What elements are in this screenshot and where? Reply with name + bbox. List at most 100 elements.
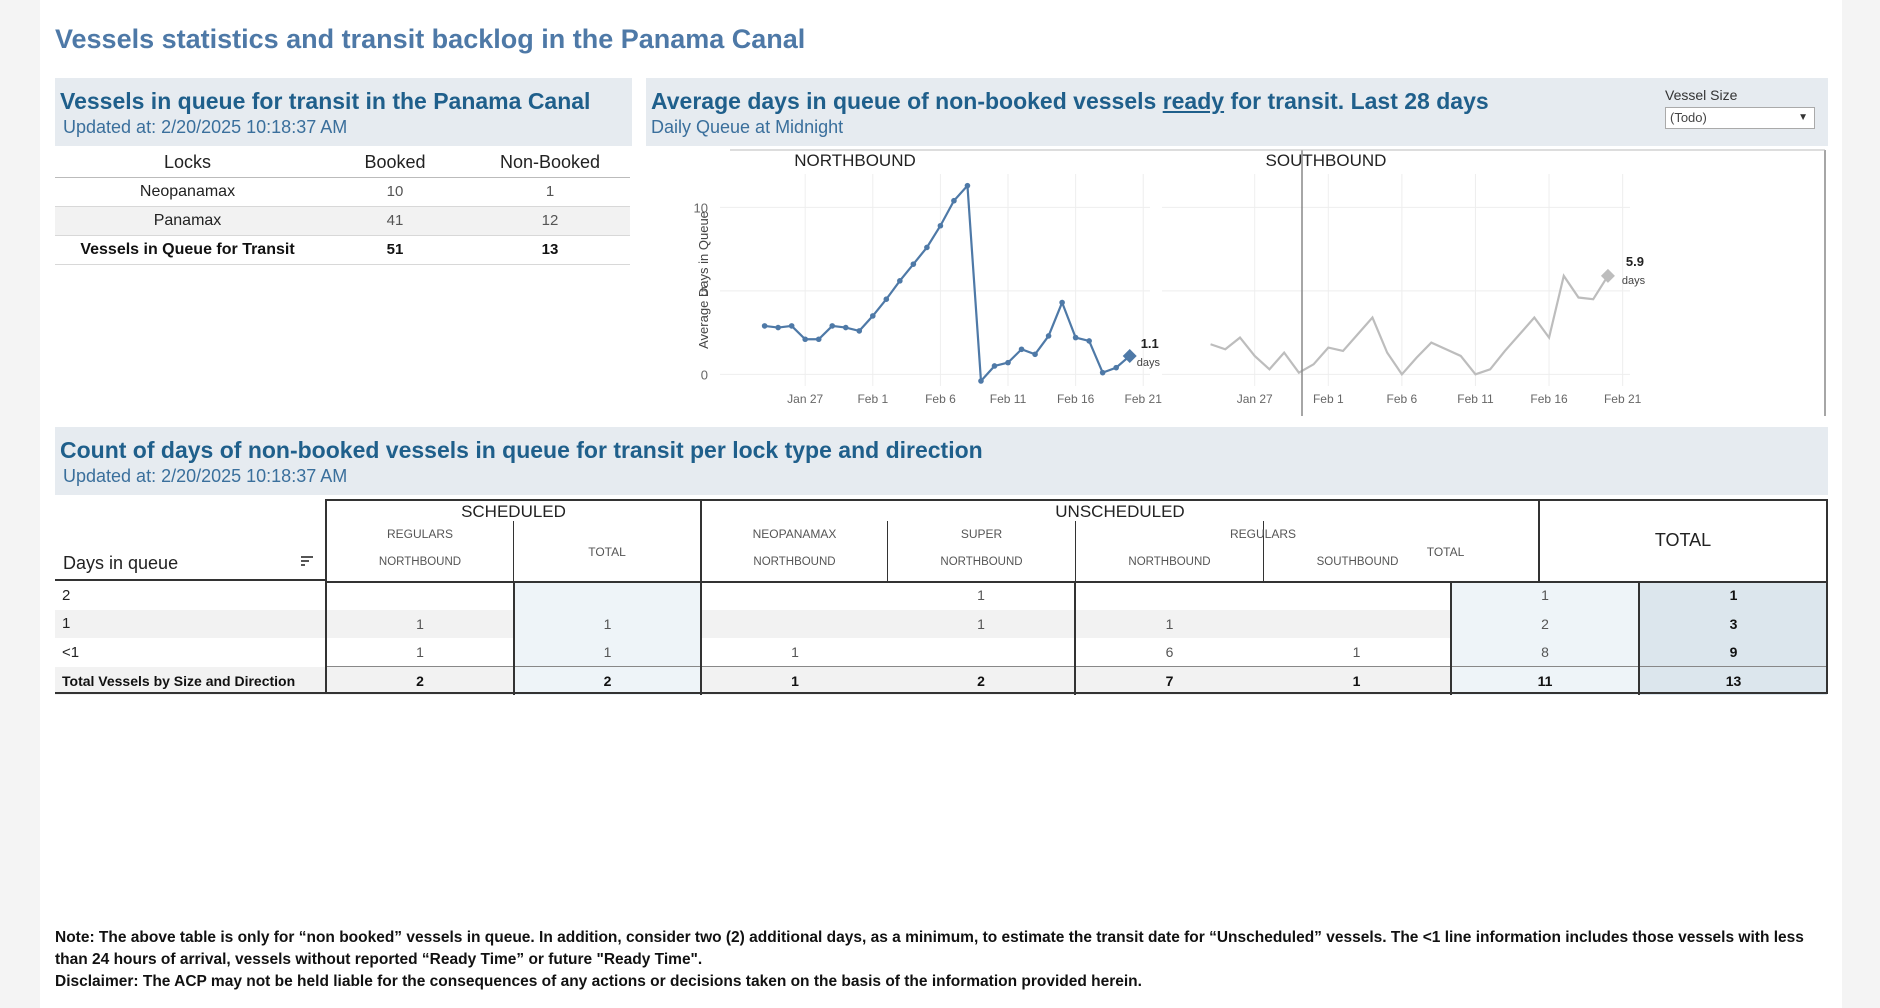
cell-u-neopanamax-north: 1 [700,638,888,667]
data-point [788,323,795,329]
cell-u-super-north: 1 [888,609,1075,638]
data-point [951,197,957,204]
data-point [775,324,781,331]
cell-u-super-north: 1 [888,581,1075,610]
avg-panel-header: Average days in queue of non-booked vess… [646,78,1828,146]
cell-u-neopanamax-north [700,581,888,610]
cell-u-super-north: 2 [888,666,1075,695]
panel-header-label: SOUTHBOUND [1266,151,1387,170]
vessel-size-dropdown[interactable]: (Todo) ▼ [1665,107,1815,129]
end-marker [1122,348,1137,363]
cell-s-total [513,581,701,610]
vessel-size-label: Vessel Size [1665,87,1738,103]
data-point [964,182,971,189]
x-tick-label: Feb 1 [857,392,888,406]
table-row-total: Vessels in Queue for Transit 51 13 [55,235,630,265]
grand-total-header: TOTAL [1654,530,1712,550]
u-super-header: SUPER [960,527,1003,541]
data-point [1005,359,1011,366]
row-label: 1 [55,609,327,638]
x-tick-label: Feb 1 [1313,392,1344,406]
avg-panel-title: Average days in queue of non-booked vess… [651,88,1489,115]
x-tick-label: Jan 27 [1237,392,1273,406]
disclaimer-paragraph: Disclaimer: The ACP may not be held liab… [55,973,1142,990]
x-tick-label: Jan 27 [787,392,823,406]
days-in-queue-header: Days in queue [63,553,179,573]
data-point [991,363,998,369]
row-label: <1 [62,643,80,661]
count-panel-updated: Updated at: 2/20/2025 10:18:37 AM [63,466,348,486]
divider [55,579,327,581]
cell-u-regulars-south [1263,609,1451,638]
x-tick-label: Feb 16 [1057,392,1095,406]
queue-table-header: Locks Booked Non-Booked [55,148,630,178]
end-value-label: 5.9 [1626,254,1644,269]
table-row: Neopanamax 10 1 [55,177,630,207]
northbound-panel: NORTHBOUND Jan 27 Feb 1 Feb 6 Feb 11 Feb 16 Fe… [694,151,1163,406]
cell-s-regulars-north: 2 [327,666,514,695]
crosstab-header: SCHEDULED UNSCHEDULED REGULARS NORTHBOUN… [55,499,1828,581]
lock-name: Vessels in Queue for Transit [55,235,320,265]
lock-name: Panamax [55,206,320,236]
y-tick-label: 5 [701,284,708,299]
cell-s-total: 1 [513,609,701,638]
cell-s-regulars-north [327,581,514,610]
y-tick-label: 0 [701,367,708,382]
cell-s-total: 1 [513,638,701,667]
cell-s-regulars-north: 1 [327,609,514,638]
divider [513,521,514,581]
booked-header: Booked [320,148,470,178]
data-point [924,244,930,251]
sort-icon[interactable] [301,554,315,568]
booked-value: 51 [320,235,470,265]
avg-title-part2: for transit. Last 28 days [1224,88,1489,114]
booked-value: 10 [320,177,470,207]
data-point [978,378,984,384]
page-title: Vessels statistics and transit backlog i… [55,24,806,54]
x-tick-label: Feb 11 [990,392,1027,406]
cell-u-regulars-north [1074,581,1263,610]
divider [1075,521,1076,581]
table-row-total: Total Vessels by Size and Direction 2 2 1 2 7… [55,666,1827,695]
data-point [1032,351,1038,358]
row-label: Total Vessels by Size and Direction [55,666,327,695]
u-reg-south-header: SOUTHBOUND [1316,556,1399,568]
avg-panel-subtitle: Daily Queue at Midnight [651,117,844,137]
end-unit-label: days [1622,275,1646,287]
data-point [815,336,822,343]
data-point [1072,334,1079,341]
u-neo-north-header: NORTHBOUND [753,556,836,568]
data-point [1045,333,1052,339]
data-point [1099,369,1106,376]
sort-icon-bar [301,564,305,566]
cell-u-neopanamax-north: 1 [700,666,888,695]
x-tick-label: Feb 11 [1457,392,1494,406]
divider [700,499,702,581]
queue-panel-title: Vessels in queue for transit in the Pana… [60,88,591,114]
lock-name: Neopanamax [55,177,320,207]
series-line [764,183,1131,384]
count-panel-header: Count of days of non-booked vessels in q… [55,427,1828,495]
y-tick-label: 10 [694,200,708,215]
table-row: Panamax 41 12 [55,206,630,236]
u-super-north-header: NORTHBOUND [940,556,1023,568]
chart-frame [730,149,1826,416]
days-count-table: 2 1 1 1 1 1 1 1 1 2 3 <1 1 1 1 6 1 8 9 Total Vessels by Siz… [55,581,1827,695]
dashboard: Vessels statistics and transit backlog i… [40,0,1842,1008]
data-point [802,336,808,343]
series-line [1210,273,1609,377]
unscheduled-group-header: UNSCHEDULED [1055,502,1185,521]
cell-u-total: 11 [1450,666,1639,695]
data-point [1059,299,1065,306]
s-regulars-header: REGULARS [386,527,454,541]
row-label: 2 [62,586,71,604]
x-tick-label: Feb 21 [1125,392,1163,406]
queue-table: Locks Booked Non-Booked Neopanamax 10 1 … [55,148,630,265]
u-neopanamax-header: NEOPANAMAX [752,527,837,541]
sort-icon-bar [301,556,313,558]
data-point [883,296,890,302]
y-axis-label: Average Days in Queue [696,211,711,349]
divider [55,692,327,694]
cell-u-regulars-south: 1 [1263,666,1451,695]
